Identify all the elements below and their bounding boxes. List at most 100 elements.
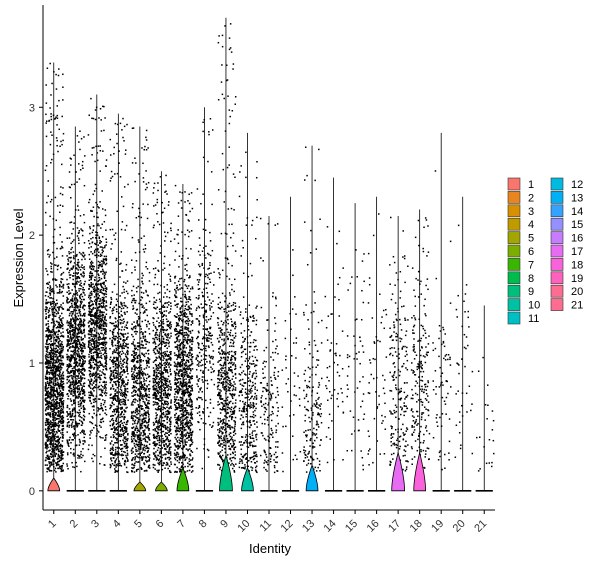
point <box>120 419 123 422</box>
point <box>60 468 63 471</box>
point <box>49 407 52 409</box>
point <box>109 358 111 361</box>
point <box>45 268 47 270</box>
point <box>88 337 90 339</box>
point <box>136 375 139 377</box>
point <box>88 253 91 256</box>
point <box>137 420 140 422</box>
point <box>142 447 144 449</box>
point <box>60 332 62 334</box>
point <box>91 294 93 296</box>
point <box>58 362 61 365</box>
point <box>145 388 148 391</box>
point <box>137 445 140 448</box>
point <box>103 276 106 278</box>
point <box>112 337 115 340</box>
point <box>48 467 50 469</box>
point <box>144 425 147 428</box>
point <box>125 343 128 346</box>
point <box>82 323 85 325</box>
point <box>80 344 83 347</box>
point <box>115 384 117 386</box>
point <box>92 274 94 277</box>
point <box>45 310 47 313</box>
point <box>69 436 71 439</box>
point <box>141 374 144 376</box>
point <box>69 257 72 259</box>
point <box>133 378 135 381</box>
point <box>148 439 151 441</box>
point <box>102 316 104 319</box>
point <box>122 205 125 208</box>
point <box>111 417 114 420</box>
point <box>136 435 139 437</box>
point <box>61 400 64 403</box>
point <box>71 426 73 428</box>
point <box>141 384 144 386</box>
point <box>59 390 62 393</box>
point <box>105 159 108 161</box>
point <box>145 183 148 185</box>
point <box>51 449 54 452</box>
point <box>47 386 50 389</box>
point <box>100 284 102 286</box>
point <box>77 375 79 378</box>
point <box>79 441 81 444</box>
point <box>71 410 74 413</box>
point <box>136 322 138 324</box>
point <box>88 313 90 315</box>
point <box>60 318 63 320</box>
point <box>99 246 102 248</box>
point <box>45 376 47 379</box>
point <box>60 382 62 385</box>
point <box>143 396 145 398</box>
point <box>48 343 51 345</box>
point <box>140 328 142 330</box>
point <box>133 445 136 447</box>
point <box>130 259 133 261</box>
point <box>71 393 73 395</box>
point <box>97 279 100 282</box>
point <box>140 423 142 425</box>
point <box>145 404 148 407</box>
point <box>74 209 77 211</box>
point <box>77 265 80 267</box>
point <box>126 357 128 359</box>
point <box>94 291 96 293</box>
point <box>147 350 149 352</box>
point <box>79 301 82 303</box>
point <box>55 449 58 451</box>
point <box>126 349 129 352</box>
point <box>53 311 56 314</box>
point <box>93 401 95 404</box>
point <box>112 436 115 439</box>
point <box>134 446 137 449</box>
point <box>132 127 135 129</box>
point <box>56 325 59 328</box>
point <box>138 405 140 408</box>
point <box>80 401 83 404</box>
point <box>83 430 85 432</box>
point <box>54 370 57 373</box>
point <box>73 425 76 427</box>
point <box>123 347 125 350</box>
point <box>78 328 81 331</box>
point <box>75 423 78 425</box>
point <box>61 411 64 414</box>
point <box>148 429 150 432</box>
point <box>46 439 49 441</box>
point <box>54 350 57 353</box>
point <box>115 324 117 327</box>
point <box>105 313 108 316</box>
point <box>100 364 102 366</box>
point <box>50 161 52 164</box>
point <box>111 384 114 386</box>
point <box>46 270 48 272</box>
point <box>105 413 108 416</box>
point <box>109 303 112 306</box>
point <box>136 379 138 382</box>
point <box>102 306 105 308</box>
point <box>77 412 80 414</box>
point <box>91 373 93 376</box>
point <box>62 187 64 189</box>
